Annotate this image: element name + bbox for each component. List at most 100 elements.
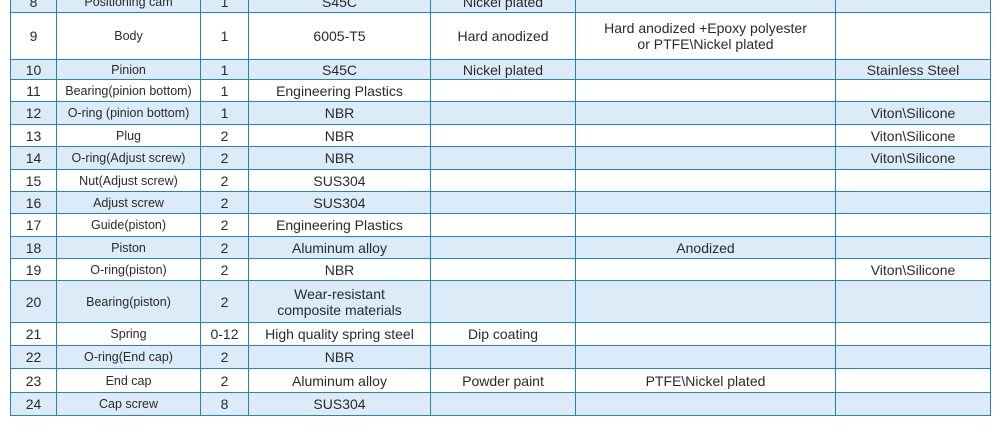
table-cell: 9 xyxy=(10,12,57,60)
table-cell xyxy=(835,392,991,416)
table-row: 21 Spring 0-12 High quality spring steel Dip… xyxy=(10,322,991,346)
table-cell xyxy=(835,79,991,102)
table-cell: Stainless Steel xyxy=(835,59,991,80)
table-row: 20 Bearing(piston) 2 Wear-resistant composi… xyxy=(10,280,991,323)
table-cell: 2 xyxy=(200,236,249,259)
table-cell: Pinion xyxy=(56,59,201,80)
table-cell xyxy=(575,191,836,214)
table-cell xyxy=(575,345,836,369)
table-cell: 17 xyxy=(10,213,57,237)
table-cell: 8 xyxy=(200,392,249,416)
table-cell: 13 xyxy=(10,124,57,147)
table-body: 8 Positioning cam 1 S45C Nickel plated 9 Body 1… xyxy=(10,0,991,416)
table-row: 17 Guide(piston) 2 Engineering Plastics xyxy=(10,213,991,237)
table-cell xyxy=(575,392,836,416)
table-cell xyxy=(430,101,576,125)
table-cell: Guide(piston) xyxy=(56,213,201,237)
table-cell: O-ring(piston) xyxy=(56,258,201,281)
table-cell: 2 xyxy=(200,368,249,393)
table-cell xyxy=(835,169,991,192)
table-cell: 24 xyxy=(10,392,57,416)
table-cell: 1 xyxy=(200,12,249,60)
table-cell: 1 xyxy=(200,101,249,125)
table-cell: 2 xyxy=(200,124,249,147)
table-cell: Engineering Plastics xyxy=(248,79,431,102)
table-cell xyxy=(430,213,576,237)
table-cell: 19 xyxy=(10,258,57,281)
table-cell: 1 xyxy=(200,79,249,102)
table-cell: Nickel plated xyxy=(430,0,576,13)
table-row: 14 O-ring(Adjust screw) 2 NBR Viton\Silicone xyxy=(10,146,991,170)
table-cell: 1 xyxy=(200,0,249,13)
table-cell: 1 xyxy=(200,59,249,80)
table-cell: Aluminum alloy xyxy=(248,368,431,393)
table-cell xyxy=(575,79,836,102)
table-cell: Viton\Silicone xyxy=(835,101,991,125)
table-cell xyxy=(575,322,836,346)
table-cell xyxy=(835,280,991,323)
table-cell xyxy=(575,146,836,170)
table-row: 12 O-ring (pinion bottom) 1 NBR Viton\Silico… xyxy=(10,101,991,125)
table-cell: 18 xyxy=(10,236,57,259)
table-cell: 2 xyxy=(200,280,249,323)
table-cell: 12 xyxy=(10,101,57,125)
table-cell xyxy=(430,392,576,416)
table-cell: Nickel plated xyxy=(430,59,576,80)
table-cell: PTFE\Nickel plated xyxy=(575,368,836,393)
table-cell: 2 xyxy=(200,191,249,214)
table-cell xyxy=(835,0,991,13)
table-cell xyxy=(430,191,576,214)
table-cell xyxy=(575,124,836,147)
table-row: 18 Piston 2 Aluminum alloy Anodized xyxy=(10,236,991,259)
table-cell: 16 xyxy=(10,191,57,214)
table-row: 15 Nut(Adjust screw) 2 SUS304 xyxy=(10,169,991,192)
table-cell: O-ring(End cap) xyxy=(56,345,201,369)
table-cell: SUS304 xyxy=(248,392,431,416)
table-cell xyxy=(835,236,991,259)
table-cell: S45C xyxy=(248,0,431,13)
table-cell: Aluminum alloy xyxy=(248,236,431,259)
table-row: 13 Plug 2 NBR Viton\Silicone xyxy=(10,124,991,147)
table-row: 9 Body 1 6005-T5 Hard anodized Hard anodized … xyxy=(10,12,991,60)
table-cell: Bearing(pinion bottom) xyxy=(56,79,201,102)
table-cell: SUS304 xyxy=(248,169,431,192)
table-row: 10 Pinion 1 S45C Nickel plated Stainless Stee… xyxy=(10,59,991,80)
table-cell: 15 xyxy=(10,169,57,192)
table-cell xyxy=(430,236,576,259)
table-row: 24 Cap screw 8 SUS304 xyxy=(10,392,991,416)
table-cell: Hard anodized xyxy=(430,12,576,60)
table-cell: 21 xyxy=(10,322,57,346)
table-row: 22 O-ring(End cap) 2 NBR xyxy=(10,345,991,369)
table-cell: 2 xyxy=(200,146,249,170)
table-cell: 23 xyxy=(10,368,57,393)
table-cell: Hard anodized +Epoxy polyester or PTFE\N… xyxy=(575,12,836,60)
table-cell: 11 xyxy=(10,79,57,102)
parts-table: 8 Positioning cam 1 S45C Nickel plated 9 Body 1… xyxy=(10,0,991,416)
table-cell: NBR xyxy=(248,345,431,369)
table-cell xyxy=(430,146,576,170)
table-cell xyxy=(835,191,991,214)
table-cell: Piston xyxy=(56,236,201,259)
table-cell xyxy=(430,280,576,323)
table-cell xyxy=(430,79,576,102)
table-cell: 0-12 xyxy=(200,322,249,346)
table-cell xyxy=(575,101,836,125)
table-cell: Dip coating xyxy=(430,322,576,346)
table-cell: O-ring(Adjust screw) xyxy=(56,146,201,170)
table-row: 19 O-ring(piston) 2 NBR Viton\Silicone xyxy=(10,258,991,281)
table-cell: Spring xyxy=(56,322,201,346)
table-cell: Positioning cam xyxy=(56,0,201,13)
table-cell: 8 xyxy=(10,0,57,13)
table-cell: NBR xyxy=(248,124,431,147)
table-cell xyxy=(575,59,836,80)
table-cell xyxy=(430,169,576,192)
table-cell: Powder paint xyxy=(430,368,576,393)
table-cell: NBR xyxy=(248,258,431,281)
table-row: 8 Positioning cam 1 S45C Nickel plated xyxy=(10,0,991,13)
table-cell xyxy=(575,213,836,237)
table-cell: 2 xyxy=(200,258,249,281)
table-cell: Viton\Silicone xyxy=(835,146,991,170)
table-cell: Engineering Plastics xyxy=(248,213,431,237)
table-cell: O-ring (pinion bottom) xyxy=(56,101,201,125)
table-cell: 20 xyxy=(10,280,57,323)
